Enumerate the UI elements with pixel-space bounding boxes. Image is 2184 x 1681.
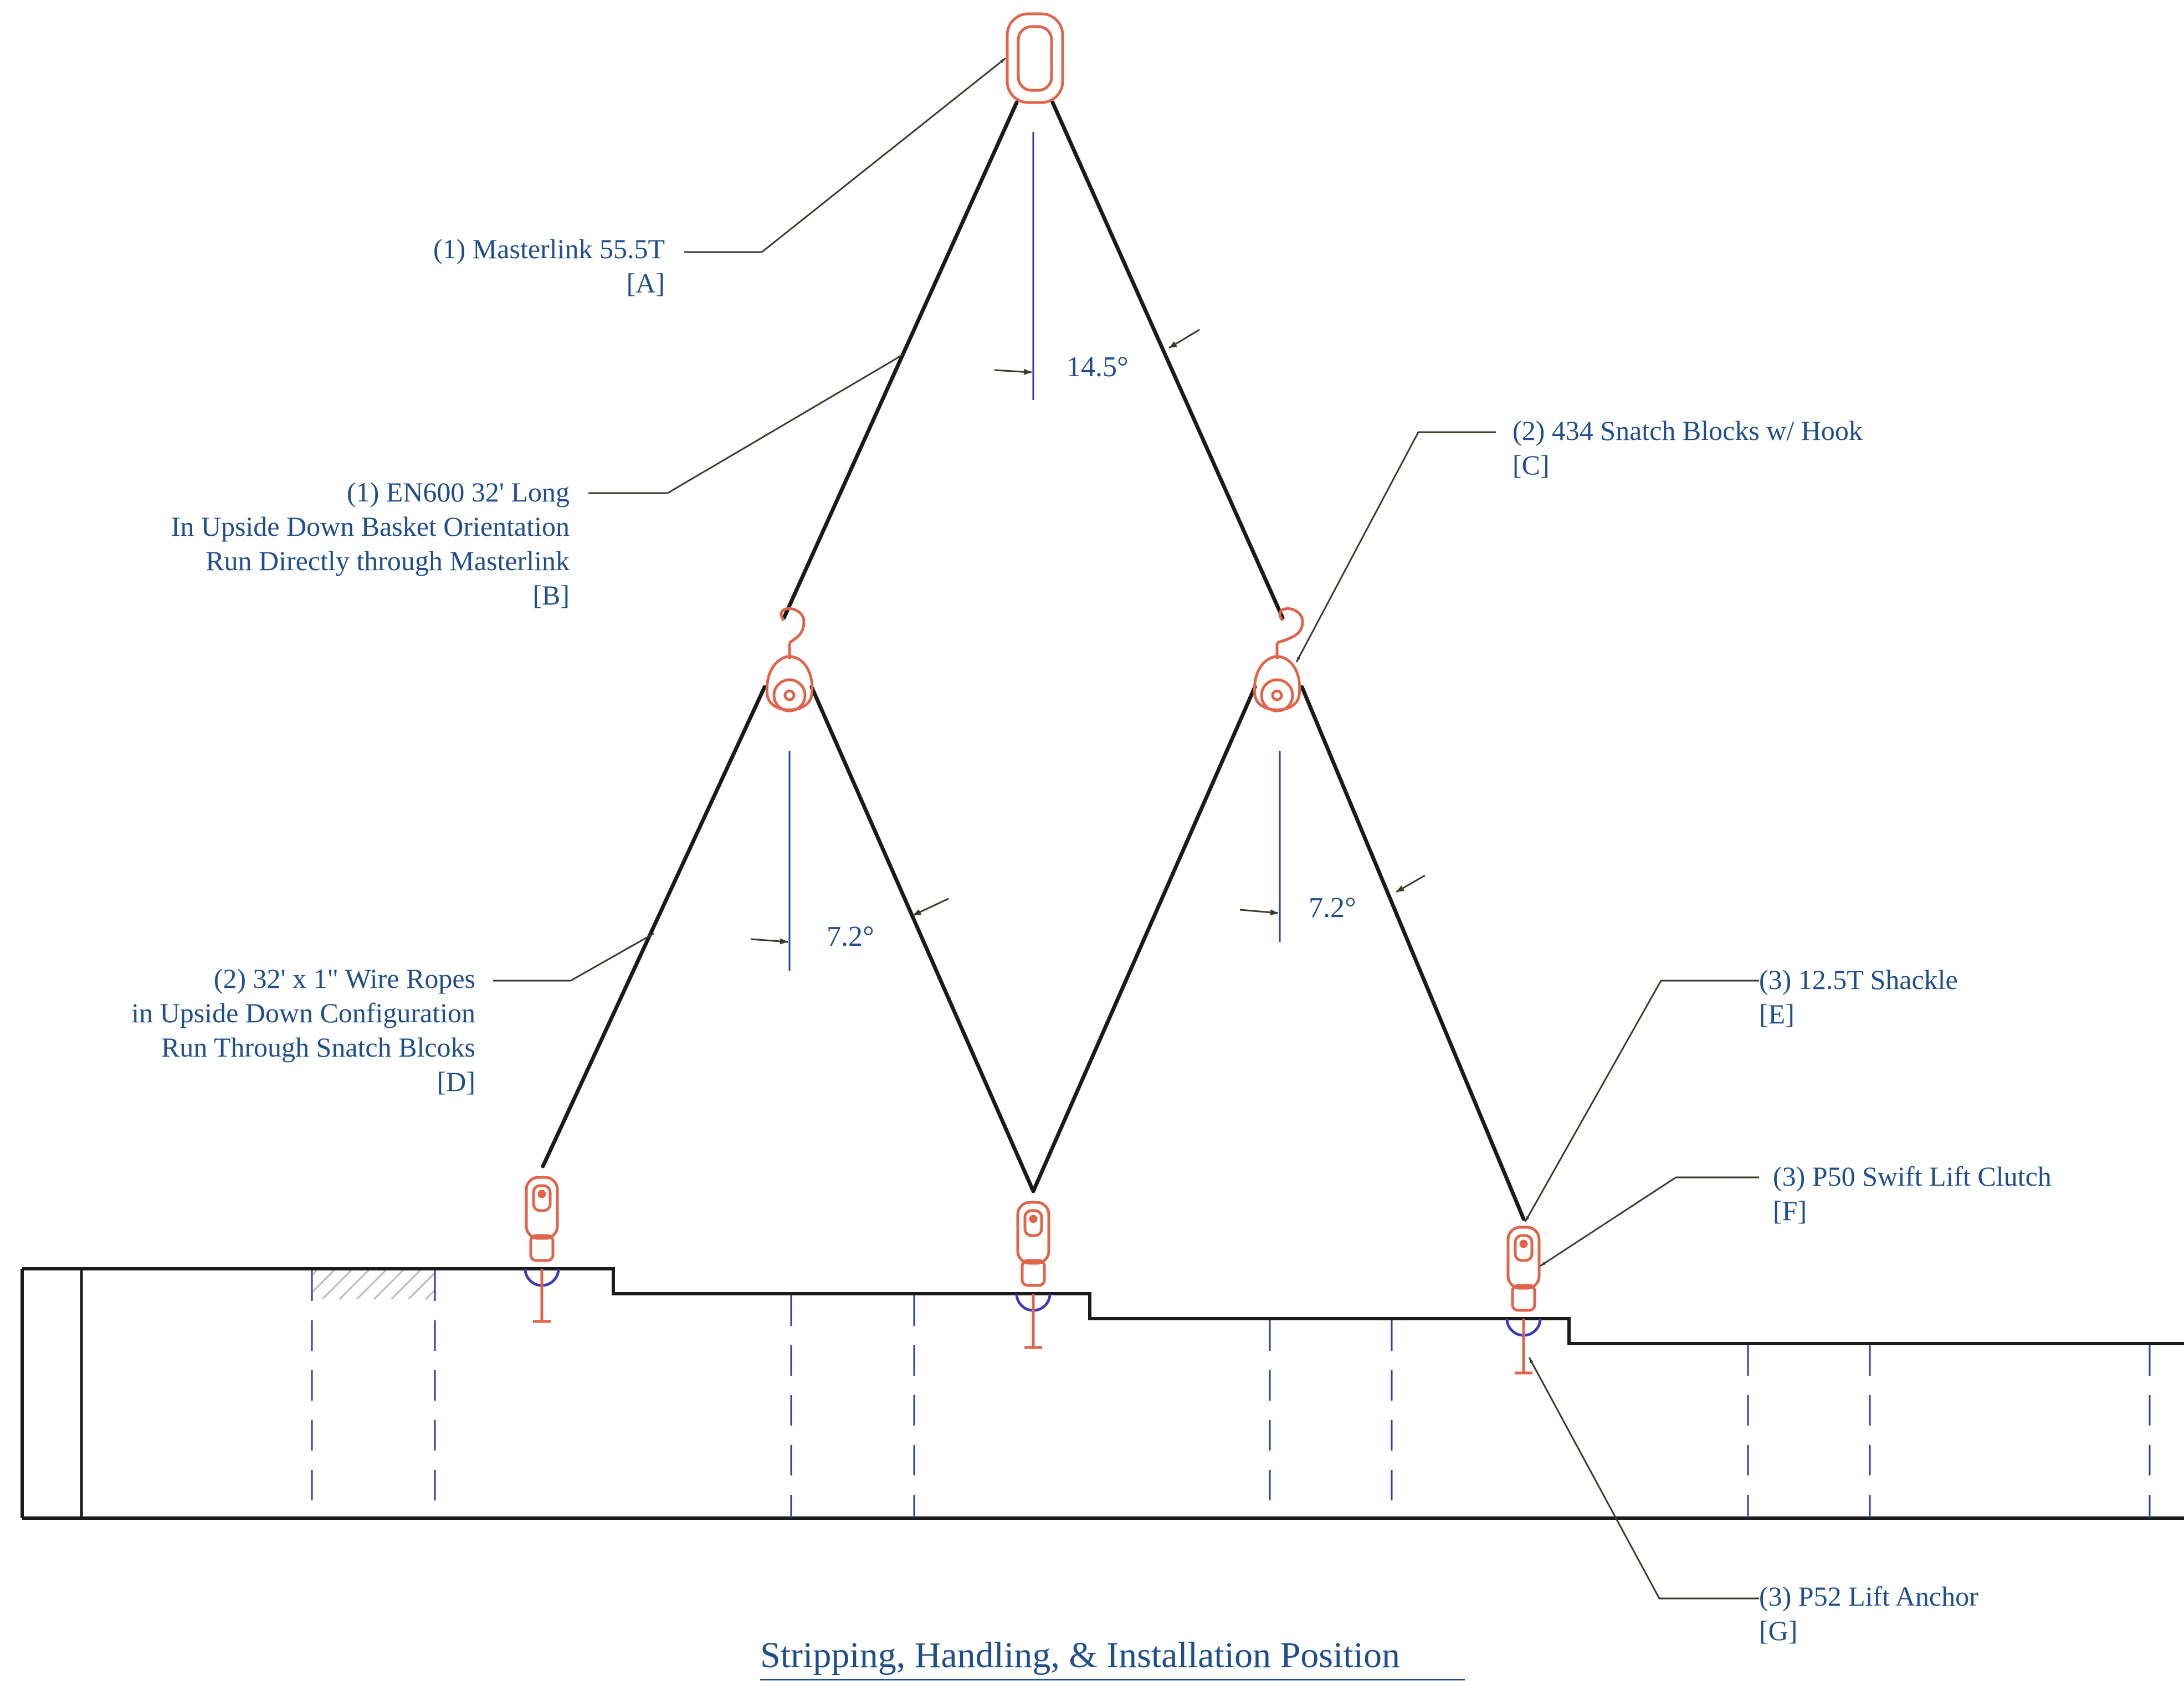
top-dim-arrow-right [1168,329,1200,349]
hidden-lines [311,1270,2151,1518]
lift-assembly-left [524,1176,560,1323]
callout-d-tag: [D] [437,1066,475,1097]
angle-label-top: 14.5° [1067,351,1129,383]
anchor-center-icon [1015,1293,1052,1349]
callout-d-line1: (2) 32' x 1" Wire Ropes [213,963,475,994]
callout-g: (3) P52 Lift Anchor [G] [1759,1579,1978,1648]
shackle-right-icon [1506,1226,1541,1290]
clutch-left-icon [529,1234,555,1262]
panel-outline [22,1267,2184,1345]
callout-a-tag: [A] [626,268,665,299]
lift-assembly-center [1015,1201,1052,1349]
callout-d-line2: in Upside Down Configuration [131,997,475,1028]
callout-d: (2) 32' x 1" Wire Ropes in Upside Down C… [55,961,475,1099]
leader-d [493,932,654,982]
callout-b-line2: In Upside Down Basket Orientation [171,511,570,542]
rigging-ropes [541,100,1526,1221]
callout-f-tag: [F] [1773,1195,1807,1226]
callout-b-line1: (1) EN600 32' Long [346,476,570,508]
callout-b-tag: [B] [532,580,570,611]
callout-a: (1) Masterlink 55.5T [A] [332,232,665,300]
snatch-block-right-icon [1253,607,1304,713]
leader-g [1528,1357,1759,1600]
top-dim-arrow-left [994,368,1032,375]
shackle-center-icon [1016,1201,1050,1265]
leader-e [1524,980,1759,1222]
callout-b-line3: Run Directly through Masterlink [206,545,570,576]
callout-c: (2) 434 Snatch Blocks w/ Hook [C] [1513,413,1863,482]
precast-panel [20,1267,2184,1520]
en600-left-leg [782,100,1019,620]
wire-rope-left-inner [809,685,1035,1193]
callout-b: (1) EN600 32' Long In Upside Down Basket… [83,475,570,612]
angle-label-right: 7.2° [1309,892,1356,924]
callout-g-tag: [G] [1759,1615,1798,1646]
callout-e-tag: [E] [1759,998,1795,1029]
title-underline [760,1679,1465,1680]
leader-a [684,57,1006,253]
callout-e: (3) 12.5T Shackle [E] [1759,962,1958,1031]
callout-d-line3: Run Through Snatch Blcoks [161,1032,475,1063]
wire-rope-right-outer [1300,685,1526,1221]
wire-rope-left-outer [541,685,767,1168]
anchor-left-icon [524,1268,560,1323]
shackle-left-icon [525,1176,559,1240]
left-dim-arrow-left [750,938,788,945]
lift-assembly-right [1505,1226,1542,1375]
callout-c-line1: (2) 434 Snatch Blocks w/ Hook [1513,415,1863,446]
right-dim-arrow-right [1396,874,1426,893]
leader-f [1540,1176,1759,1267]
leader-c [1295,431,1496,663]
leader-lines [493,57,1759,1600]
hatched-section [313,1270,435,1299]
angle-label-left: 7.2° [827,921,874,952]
callout-a-line1: (1) Masterlink 55.5T [433,233,665,264]
callout-f-line1: (3) P50 Swift Lift Clutch [1773,1161,2052,1192]
callout-e-line1: (3) 12.5T Shackle [1759,964,1958,995]
callout-f: (3) P50 Swift Lift Clutch [F] [1773,1159,2052,1228]
angle-dimensions [750,132,1426,971]
callout-g-line1: (3) P52 Lift Anchor [1759,1581,1978,1612]
callout-c-tag: [C] [1513,449,1550,480]
leader-b [588,353,904,494]
masterlink-icon [1006,12,1064,104]
drawing-title: Stripping, Handling, & Installation Posi… [760,1635,1400,1675]
snatch-block-left-icon [765,607,814,713]
left-dim-arrow-right [912,898,949,916]
wire-rope-right-inner [1031,685,1257,1193]
clutch-right-icon [1511,1284,1536,1312]
right-dim-arrow-left [1239,909,1279,916]
anchor-right-icon [1505,1318,1542,1375]
en600-right-leg [1050,100,1285,620]
clutch-center-icon [1021,1259,1046,1287]
